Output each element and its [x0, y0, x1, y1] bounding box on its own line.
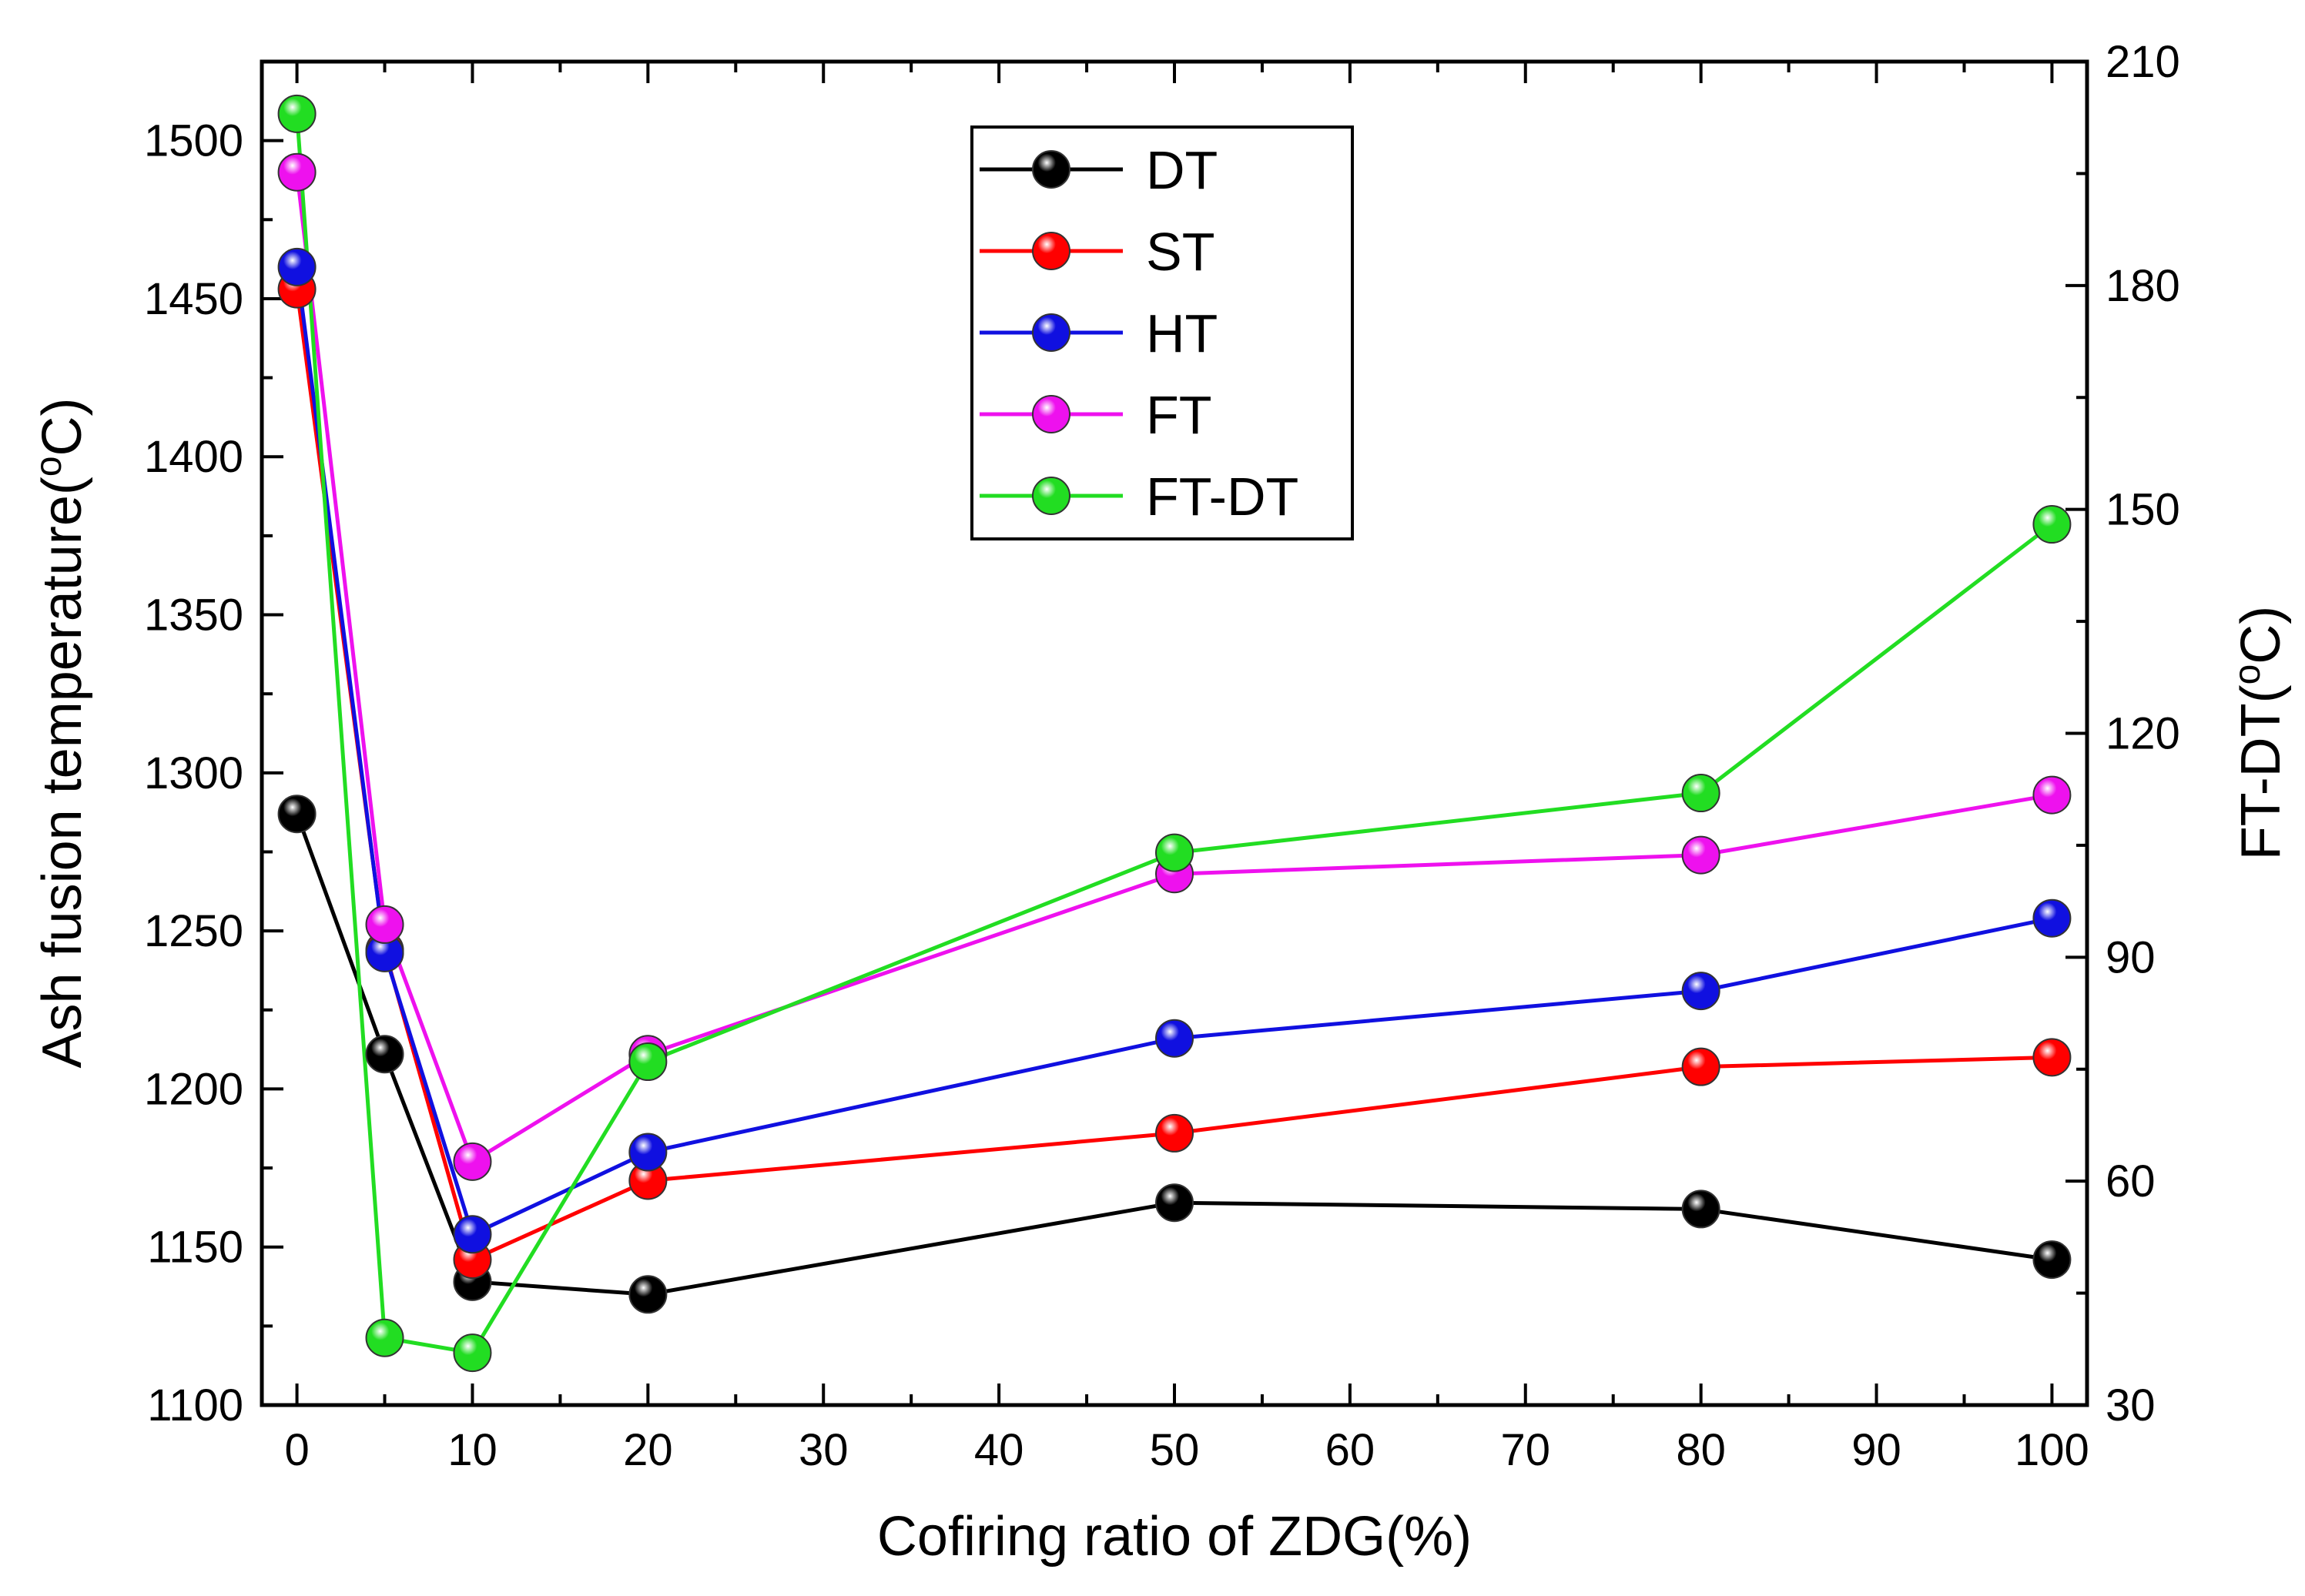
legend-marker-ft-dt: [1032, 477, 1070, 515]
y2-tick-label: 210: [2106, 37, 2180, 87]
data-point-ft-dt: [2032, 505, 2072, 544]
data-point-ft-dt: [628, 1042, 668, 1082]
x-tick-label: 10: [447, 1425, 498, 1475]
x-axis-title: Cofiring ratio of ZDG(%): [877, 1506, 1472, 1568]
data-point-dt: [1155, 1183, 1194, 1223]
data-point-ft-dt: [277, 94, 317, 133]
legend-marker-st: [1032, 232, 1070, 270]
y-tick-label: 1300: [144, 748, 243, 798]
y-tick-label: 1150: [147, 1223, 243, 1273]
legend-label-st: ST: [1146, 222, 1214, 282]
x-tick-label: 100: [2015, 1425, 2089, 1475]
data-point-st: [1155, 1113, 1194, 1153]
y2-tick-label: 180: [2106, 261, 2180, 311]
data-point-ft-dt: [453, 1333, 492, 1373]
x-tick-label: 40: [974, 1425, 1024, 1475]
y-axis-right: 30 60 90 120 150 180 210: [2065, 37, 2180, 1430]
x-tick-label: 60: [1325, 1425, 1375, 1475]
data-point-dt: [1681, 1189, 1720, 1229]
x-tick-label: 0: [284, 1425, 309, 1475]
y-tick-label: 1400: [144, 432, 243, 482]
data-point-ht: [1681, 972, 1720, 1011]
data-point-ht: [453, 1215, 492, 1254]
y2-axis-title: FT-DT(oC): [2227, 606, 2292, 861]
y2-tick-label: 150: [2106, 485, 2180, 535]
data-point-ht: [628, 1133, 668, 1172]
data-point-st: [2032, 1038, 2072, 1077]
legend-label-ft: FT: [1146, 385, 1212, 445]
y-tick-label: 1500: [144, 116, 243, 166]
data-point-ft: [2032, 775, 2072, 815]
x-axis: 0 10 20 30 40 50 60 70 80 90 100: [284, 62, 2089, 1475]
data-point-dt: [628, 1275, 668, 1314]
legend-label-ft-dt: FT-DT: [1146, 467, 1298, 527]
x-tick-label: 50: [1150, 1425, 1200, 1475]
y-tick-label: 1250: [144, 906, 243, 956]
data-point-ft-dt: [365, 1318, 404, 1357]
data-point-dt: [277, 795, 317, 834]
data-point-ht: [2032, 898, 2072, 938]
legend: DT ST HT FT FT-DT: [970, 125, 1354, 540]
data-point-st: [1681, 1047, 1720, 1086]
y2-tick-label: 90: [2106, 932, 2156, 982]
x-tick-label: 90: [1851, 1425, 1901, 1475]
data-point-ft: [365, 905, 404, 944]
legend-label-dt: DT: [1146, 140, 1218, 200]
legend-label-ht: HT: [1146, 303, 1218, 363]
legend-marker-ht: [1032, 313, 1070, 352]
data-point-dt: [2032, 1240, 2072, 1280]
data-point-ht: [277, 247, 317, 286]
y-tick-label: 1450: [144, 274, 243, 324]
legend-marker-ft: [1032, 395, 1070, 433]
y2-tick-label: 120: [2106, 709, 2180, 759]
y2-tick-label: 60: [2106, 1156, 2156, 1206]
data-point-ft-dt: [1155, 833, 1194, 872]
legend-marker-dt: [1032, 150, 1070, 189]
y-tick-label: 1350: [144, 591, 243, 641]
y-tick-label: 1100: [147, 1380, 243, 1430]
x-tick-label: 20: [623, 1425, 673, 1475]
y2-tick-label: 30: [2106, 1380, 2156, 1430]
data-point-ft: [453, 1142, 492, 1181]
x-tick-label: 70: [1501, 1425, 1551, 1475]
data-point-dt: [365, 1035, 404, 1074]
data-point-ht: [1155, 1019, 1194, 1058]
data-point-ft: [1681, 835, 1720, 875]
x-tick-label: 80: [1676, 1425, 1726, 1475]
y-tick-label: 1200: [144, 1064, 243, 1114]
y-axis-title: Ash fusion temperature(oC): [28, 397, 93, 1068]
data-point-ft-dt: [1681, 774, 1720, 813]
series-layer: [277, 94, 2072, 1373]
y-axis-left: 1100 1150 1200 1250 1300 1350 1400 1450 1500: [144, 116, 283, 1430]
data-point-ft: [277, 152, 317, 192]
x-tick-label: 30: [799, 1425, 849, 1475]
